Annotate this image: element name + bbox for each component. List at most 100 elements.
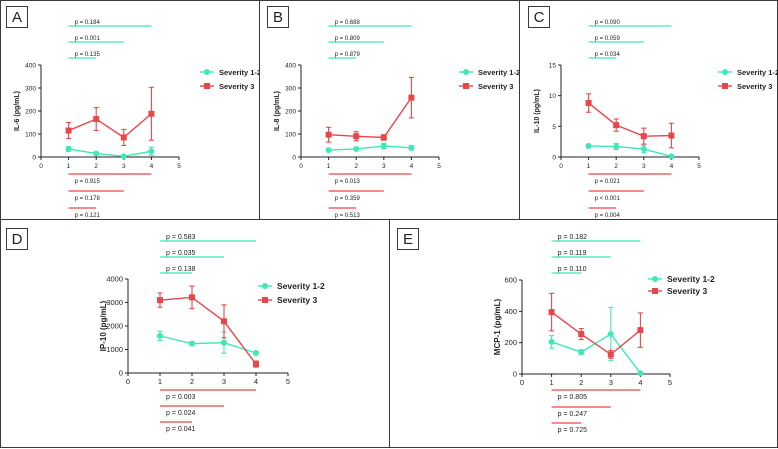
p-value-label: p = 0.041 (166, 426, 195, 433)
x-tick-label: 4 (254, 377, 258, 386)
p-value-label: p = 0.247 (558, 411, 587, 418)
x-tick-label: 3 (642, 163, 646, 170)
chart-group: 0 1 2 3 4 5 0 1000 2000 3000 4000 IP-10 (pg/mL) Seve… (99, 234, 325, 433)
data-point (325, 131, 332, 138)
x-tick-label: 5 (697, 163, 701, 170)
y-tick-label: 400 (504, 307, 517, 316)
y-tick-label: 300 (25, 86, 36, 93)
p-value-label: p = 0.135 (75, 52, 101, 58)
data-point (578, 331, 585, 338)
p-value-label: p = 0.879 (335, 52, 361, 58)
p-value-label: p = 0.805 (558, 394, 587, 401)
data-point (548, 338, 555, 345)
data-point (578, 349, 585, 356)
p-value-label: p < 0.001 (595, 196, 621, 202)
y-tick-label: 300 (285, 86, 296, 93)
p-value-label: p = 0.182 (558, 234, 587, 241)
y-tick-label: 4000 (106, 275, 123, 284)
panel-e: E 0 1 2 3 4 5 0 200 400 600 MCP-1 (pg/mL) Severity … (389, 219, 778, 448)
series-line-severity-3 (68, 113, 152, 139)
p-value-label: p = 0.110 (558, 266, 587, 273)
panel-label-a: A (6, 6, 28, 28)
y-tick-label: 200 (25, 109, 36, 116)
p-value-label: p = 0.688 (335, 20, 361, 26)
data-point (253, 361, 259, 368)
legend-marker (262, 297, 268, 303)
data-point (640, 146, 647, 153)
x-tick-label: 3 (609, 378, 613, 387)
legend-label: Severity 1-2 (277, 281, 325, 291)
data-point (585, 142, 592, 149)
x-tick-label: 0 (299, 163, 303, 170)
y-axis-title: IL-6 (pg/mL) (14, 91, 21, 131)
p-value-label: p = 0.035 (166, 250, 195, 257)
legend-marker (652, 276, 658, 282)
data-point (65, 145, 72, 152)
data-point (325, 147, 332, 154)
series-line-severity-3 (328, 97, 412, 139)
data-point (221, 339, 227, 346)
p-value-label: p = 0.138 (166, 266, 195, 273)
data-point (380, 142, 387, 149)
panel-label-c: C (528, 6, 550, 28)
chart-il6: 0 1 2 3 4 5 0 100 200 300 400 IL-6 (pg/mL) Severity … (14, 20, 261, 219)
x-tick-label: 3 (222, 377, 226, 386)
series-line-severity-3 (551, 311, 641, 356)
p-value-label: p = 0.915 (75, 179, 101, 185)
panel-label-e: E (397, 228, 419, 250)
x-tick-label: 0 (39, 163, 43, 170)
data-point (613, 143, 620, 150)
p-value-label: p = 0.004 (595, 213, 621, 219)
data-point (93, 150, 100, 157)
data-point (408, 94, 415, 101)
data-point (353, 145, 360, 152)
panel-b: B 0 1 2 3 4 5 0 100 200 300 400 IL-8 (pg/mL) Severit… (259, 0, 520, 220)
x-tick-label: 4 (410, 163, 414, 170)
data-point (93, 116, 100, 123)
data-point (189, 340, 195, 347)
x-tick-label: 5 (286, 377, 290, 386)
y-tick-label: 100 (25, 132, 36, 139)
p-value-label: p = 0.090 (595, 20, 621, 26)
legend-label: Severity 3 (277, 295, 317, 305)
y-tick-label: 0 (292, 155, 296, 162)
p-value-label: p = 0.024 (166, 410, 195, 417)
series-line-severity-1-2 (328, 145, 412, 151)
legend-marker (652, 288, 658, 294)
y-tick-label: 100 (285, 132, 296, 139)
data-point (353, 133, 360, 140)
panel-d: D 0 1 2 3 4 5 0 1000 2000 3000 4000 IP-10 (pg/mL) Se… (0, 219, 390, 448)
data-point (120, 153, 127, 160)
data-point (408, 144, 415, 151)
x-tick-label: 1 (327, 163, 331, 170)
p-value-label: p = 0.178 (75, 196, 101, 202)
x-tick-label: 0 (126, 377, 130, 386)
p-value-label: p = 0.059 (595, 36, 621, 42)
x-tick-label: 1 (158, 377, 162, 386)
data-point (637, 370, 644, 377)
x-tick-label: 3 (122, 163, 126, 170)
data-point (148, 110, 155, 117)
p-value-label: p = 0.001 (75, 36, 101, 42)
legend-marker (722, 83, 728, 89)
chart-group: 0 1 2 3 4 5 0 200 400 600 MCP-1 (pg/mL) Severity 1-… (493, 234, 715, 434)
panel-c: C 0 1 2 3 4 5 0 5 10 15 IL-10 (pg/mL) Severity 1-2 S… (519, 0, 778, 220)
data-point (221, 318, 227, 325)
x-tick-label: 5 (668, 378, 672, 387)
x-tick-label: 2 (354, 163, 358, 170)
chart-il10: 0 1 2 3 4 5 0 5 10 15 IL-10 (pg/mL) Severity 1-2 Sev… (534, 20, 778, 219)
panel-a: A 0 1 2 3 4 5 0 100 200 300 400 IL-6 (pg/mL) Severit… (0, 0, 261, 220)
data-point (189, 294, 195, 301)
x-tick-label: 2 (94, 163, 98, 170)
y-tick-label: 600 (504, 276, 517, 285)
p-value-label: p = 0.121 (75, 213, 101, 219)
chart-group: 0 1 2 3 4 5 0 100 200 300 400 IL-6 (pg/mL) Severity … (14, 20, 261, 219)
series-line-severity-3 (588, 102, 672, 137)
legend-label: Severity 3 (478, 82, 513, 91)
x-tick-label: 4 (670, 163, 674, 170)
y-tick-label: 5 (552, 124, 556, 131)
x-tick-label: 4 (150, 163, 154, 170)
data-point (380, 134, 387, 141)
x-tick-label: 2 (614, 163, 618, 170)
y-tick-label: 0 (552, 155, 556, 162)
